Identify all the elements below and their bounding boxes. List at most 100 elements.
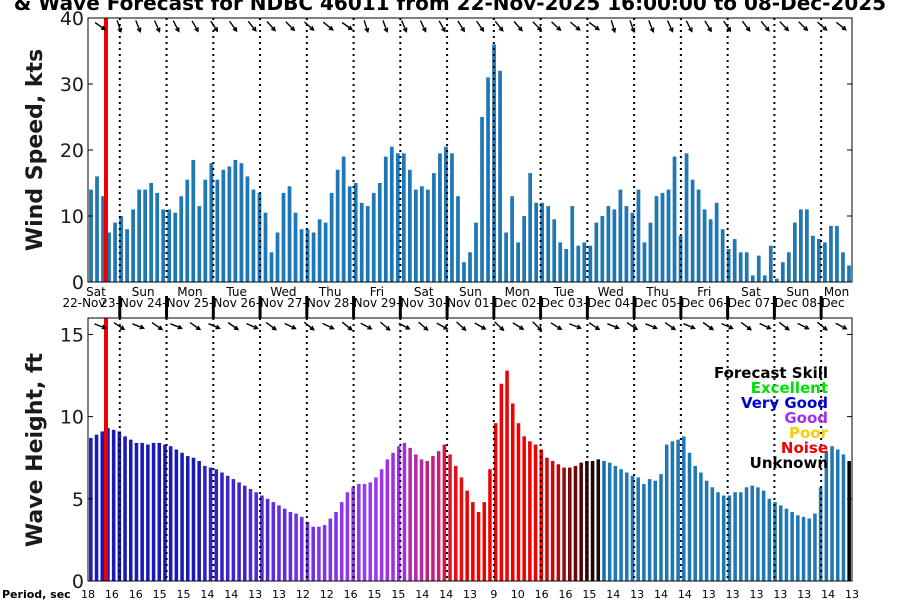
- direction-arrow: [494, 321, 504, 331]
- wave-bar: [243, 485, 247, 581]
- wind-bar: [353, 183, 358, 282]
- wind-bar: [618, 189, 623, 282]
- wind-bar: [666, 189, 671, 282]
- direction-arrow: [322, 21, 334, 31]
- wave-bar: [647, 479, 652, 581]
- wind-bar: [239, 163, 244, 282]
- wave-bar: [824, 451, 829, 581]
- wave-bar: [744, 487, 749, 581]
- wind-y-axis-label: Wind Speed, kts: [23, 49, 48, 251]
- wind-bar: [323, 222, 328, 282]
- direction-arrowhead: [652, 324, 658, 330]
- wind-bar: [173, 212, 178, 282]
- direction-arrowhead: [175, 27, 180, 33]
- plot-frame: [87, 17, 853, 283]
- wind-bar: [486, 77, 490, 283]
- wind-bar: [841, 252, 845, 282]
- period-value: 12: [320, 588, 334, 600]
- period-value: 14: [678, 588, 692, 600]
- direction-arrow: [797, 322, 809, 330]
- direction-arrowhead: [576, 324, 582, 330]
- direction-arrowhead: [630, 27, 636, 34]
- wave-bar: [197, 461, 201, 581]
- direction-arrowhead: [271, 325, 277, 331]
- wave-bar: [339, 502, 344, 581]
- day-tick: [772, 296, 776, 318]
- date-label: 07-Dec: [755, 296, 798, 310]
- direction-arrowhead: [688, 27, 693, 33]
- wind-bar: [588, 245, 593, 282]
- direction-arrowhead: [347, 25, 354, 31]
- direction-arrowhead: [517, 26, 523, 32]
- direction-arrow: [760, 20, 770, 32]
- date-label: 08-Dec: [802, 296, 845, 310]
- wave-bar: [100, 431, 105, 581]
- wave-bar: [704, 480, 709, 581]
- direction-arrowhead: [822, 325, 828, 331]
- wave-bar: [448, 454, 452, 581]
- wind-bar: [125, 229, 129, 282]
- wave-bar: [659, 474, 663, 581]
- wave-bar: [111, 429, 116, 581]
- wave-bar: [636, 477, 640, 581]
- wind-bar: [660, 192, 665, 282]
- wind-bar: [197, 206, 202, 282]
- direction-arrowhead: [481, 325, 487, 330]
- direction-arrow: [303, 321, 315, 331]
- direction-arrowhead: [556, 26, 562, 32]
- wave-bar: [117, 431, 122, 581]
- wave-bar: [670, 441, 675, 581]
- wind-axis-group: 010203040Sat22-NovSun23-NovMon24-NovTue2…: [60, 8, 859, 600]
- direction-arrow: [816, 321, 828, 331]
- wind-bar: [89, 189, 93, 282]
- wave-bar: [214, 469, 219, 581]
- wind-bar: [137, 189, 141, 282]
- date-label: 06-Dec: [708, 296, 751, 310]
- direction-arrow: [532, 321, 542, 331]
- direction-arrow: [172, 20, 180, 32]
- y-tick-label: 40: [60, 8, 84, 30]
- wind-bar: [383, 156, 388, 282]
- wave-bar: [436, 451, 441, 581]
- wind-bar: [780, 262, 785, 282]
- direction-arrowhead: [498, 26, 504, 32]
- wave-bar: [277, 505, 281, 581]
- wave-bar: [237, 482, 241, 582]
- day-of-week-label: Sat: [86, 285, 106, 299]
- wind-bar: [642, 242, 647, 282]
- wind-bar: [293, 212, 298, 282]
- direction-arrowhead: [594, 325, 601, 331]
- direction-arrowhead: [479, 26, 485, 33]
- direction-arrowhead: [690, 324, 696, 330]
- wind-bar: [287, 186, 292, 282]
- wind-bar: [672, 156, 677, 282]
- day-tick: [258, 296, 262, 318]
- wind-bar: [438, 153, 442, 282]
- direction-arrowhead: [309, 25, 315, 31]
- wave-bar: [653, 480, 658, 581]
- wind-bar: [149, 183, 154, 282]
- legend-excellent: Excellent: [751, 379, 828, 397]
- wave-bar: [294, 513, 298, 581]
- legend-title: Forecast Skill: [714, 364, 828, 382]
- y-tick-label: 0: [72, 571, 84, 593]
- direction-arrow: [645, 323, 657, 329]
- date-label: 04-Dec: [615, 296, 658, 310]
- period-value: 13: [726, 588, 740, 600]
- direction-arrowhead: [215, 324, 221, 330]
- direction-arrowhead: [822, 25, 828, 31]
- wind-bar: [299, 229, 304, 282]
- period-value: 13: [797, 588, 811, 600]
- direction-arrowhead: [557, 325, 563, 330]
- wind-bar: [576, 245, 581, 282]
- period-value: 14: [439, 588, 453, 600]
- wave-bar: [186, 456, 190, 581]
- period-value: 16: [344, 588, 358, 600]
- wave-bar: [761, 490, 766, 581]
- direction-arrowhead: [233, 325, 240, 331]
- wave-bar: [630, 475, 635, 581]
- wave-bar: [505, 370, 509, 581]
- period-value: 16: [129, 588, 143, 600]
- wave-bar: [180, 452, 184, 581]
- direction-arrow: [265, 321, 277, 331]
